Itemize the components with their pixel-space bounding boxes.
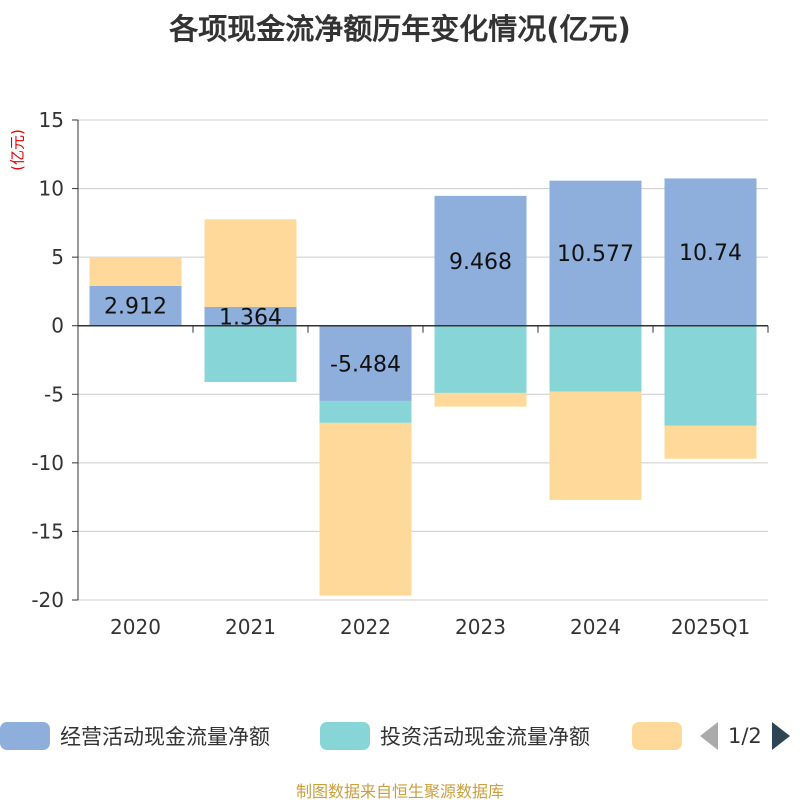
bar-3-2020 (89, 256, 182, 286)
bars (89, 178, 757, 596)
data-label: 1.364 (219, 305, 282, 330)
x-tick-label: 2023 (455, 615, 506, 639)
bar-3-2025Q1 (664, 425, 757, 459)
y-tick-label: 10 (39, 177, 64, 201)
bar-3-2023 (434, 392, 527, 407)
pager-page-text: 1/2 (728, 724, 762, 748)
source-note: 制图数据来自恒生聚源数据库 (295, 782, 504, 800)
y-tick-label: 5 (51, 245, 64, 269)
y-tick-label: -15 (31, 519, 64, 543)
legend-label-operating: 经营活动现金流量净额 (60, 725, 270, 749)
grid-lines (78, 119, 768, 601)
pager-prev-icon[interactable] (700, 722, 718, 750)
y-tick-label: 15 (39, 108, 64, 132)
axes: 15 10 5 0 -5 -10 -15 -20 2020 2021 2022 2023 2024 202… (31, 108, 769, 639)
bar-2-2025Q1 (664, 325, 757, 426)
chart-title: 各项现金流净额历年变化情况(亿元) (169, 12, 631, 46)
x-tick-label: 2022 (340, 615, 391, 639)
legend-item-operating[interactable]: 经营活动现金流量净额 (0, 714, 270, 758)
y-tick-label: -20 (31, 588, 64, 612)
bar-3-2021 (204, 219, 297, 308)
bar-2-2023 (434, 325, 527, 393)
legend-swatch-operating (0, 722, 50, 750)
legend-item-investing[interactable]: 投资活动现金流量净额 (320, 714, 590, 758)
bar-2-2024 (549, 325, 642, 392)
pager-next-icon[interactable] (771, 722, 790, 750)
bar-labels: 2.912 1.364 -5.484 9.468 10.577 10.74 (104, 241, 742, 377)
bar-1-2025Q1 (664, 178, 757, 326)
bar-1-2023 (434, 195, 527, 326)
y-tick-label: -5 (44, 382, 64, 406)
data-label: -5.484 (330, 352, 401, 377)
data-label: 10.74 (679, 241, 742, 266)
y-tick-label: 0 (51, 314, 64, 338)
bar-3-2024 (549, 391, 642, 500)
bar-1-2024 (549, 180, 642, 326)
data-label: 2.912 (104, 295, 167, 320)
x-tick-label: 2021 (225, 615, 276, 639)
legend-swatch-investing (320, 722, 370, 750)
bar-3-2022 (319, 422, 412, 596)
data-label: 9.468 (449, 250, 512, 275)
data-label: 10.577 (557, 242, 634, 267)
bar-1-2020 (89, 285, 182, 326)
legend-item-third[interactable] (632, 714, 692, 758)
bar-1-2022 (319, 325, 412, 401)
legend-swatch-third (632, 722, 682, 750)
x-tick-label: 2024 (570, 615, 621, 639)
bar-2-2022 (319, 400, 412, 423)
x-tick-label: 2025Q1 (671, 615, 750, 639)
x-tick-label: 2020 (110, 615, 161, 639)
legend-label-investing: 投资活动现金流量净额 (380, 725, 590, 749)
bar-1-2021 (204, 307, 297, 326)
bar-2-2021 (204, 325, 297, 382)
y-tick-label: -10 (31, 451, 64, 475)
legend-pager: 1/2 (700, 714, 790, 758)
legend: 经营活动现金流量净额 投资活动现金流量净额 1/2 (0, 714, 800, 758)
